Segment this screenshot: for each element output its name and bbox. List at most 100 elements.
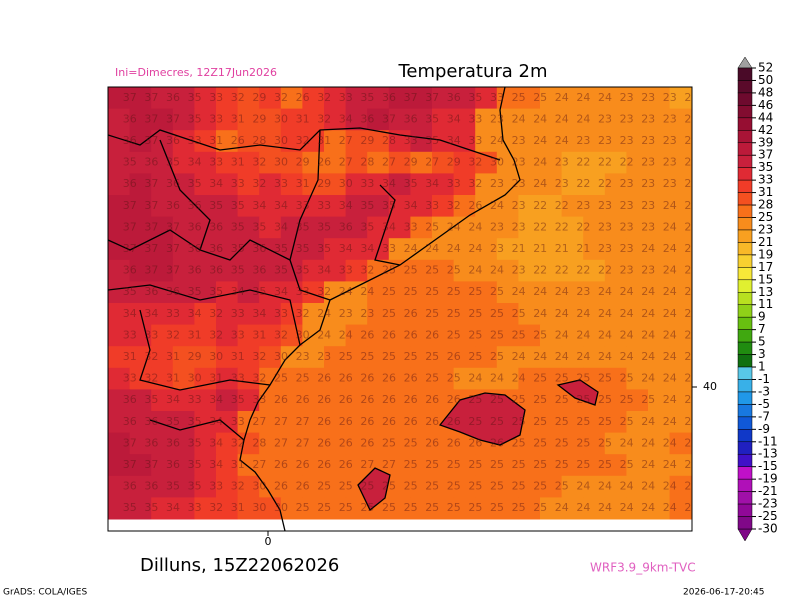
- colorbar-swatch: [737, 279, 753, 293]
- field-cell: [194, 238, 217, 261]
- lon-tick-label: 0: [265, 535, 272, 548]
- field-cell: [151, 411, 174, 434]
- field-cell: [151, 303, 174, 326]
- field-cell: [237, 432, 260, 455]
- field-value: 29: [447, 156, 461, 169]
- field-cell: [345, 195, 368, 218]
- field-value: 24: [641, 285, 655, 298]
- field-cell: [108, 173, 131, 196]
- field-value: 26: [382, 372, 396, 385]
- field-value: 32: [231, 91, 245, 104]
- field-cell: [280, 303, 303, 326]
- field-cell: [540, 281, 563, 304]
- field-cell: [583, 130, 606, 153]
- field-cell: [410, 216, 433, 239]
- colorbar-swatch: [737, 329, 753, 343]
- field-cell: [648, 195, 671, 218]
- field-value: 33: [296, 285, 310, 298]
- field-cell: [345, 108, 368, 131]
- field-value: 33: [468, 112, 482, 125]
- field-value: 30: [252, 480, 266, 493]
- field-cell: [518, 454, 541, 477]
- field-value: 25: [555, 480, 569, 493]
- field-cell: [388, 216, 411, 239]
- field-value: 37: [166, 242, 180, 255]
- colorbar-label: 48: [758, 85, 773, 99]
- field-cell: [151, 432, 174, 455]
- field-value: 25: [468, 415, 482, 428]
- field-cell: [496, 151, 519, 174]
- field-value: 31: [166, 350, 180, 363]
- field-value: 26: [360, 415, 374, 428]
- field-value: 32: [252, 372, 266, 385]
- field-cell: [367, 411, 390, 434]
- colorbar-swatch: [737, 204, 753, 218]
- field-cell: [496, 324, 519, 347]
- init-label: Ini=Dimecres, 12Z17Jun2026: [115, 66, 277, 79]
- field-cell: [216, 324, 239, 347]
- colorbar-swatch: [737, 80, 753, 94]
- field-value: 24: [598, 307, 612, 320]
- field-cell: [388, 454, 411, 477]
- field-value: 28: [252, 436, 266, 449]
- colorbar-label: 7: [758, 322, 766, 336]
- field-value: 36: [166, 177, 180, 190]
- field-value: 25: [576, 415, 590, 428]
- field-cell: [129, 195, 152, 218]
- colorbar-swatch: [737, 491, 753, 505]
- field-value: 37: [144, 177, 158, 190]
- field-cell: [172, 303, 195, 326]
- colorbar-label: 15: [758, 272, 773, 286]
- field-cell: [324, 195, 347, 218]
- field-cell: [108, 389, 131, 412]
- field-cell: [172, 475, 195, 498]
- colorbar-label: 31: [758, 185, 773, 199]
- field-value: 24: [533, 285, 547, 298]
- field-cell: [129, 151, 152, 174]
- field-value: 33: [166, 307, 180, 320]
- field-value: 33: [231, 177, 245, 190]
- field-cell: [410, 173, 433, 196]
- field-value: 34: [188, 307, 202, 320]
- field-cell: [561, 87, 584, 110]
- colorbar-label: 52: [758, 61, 773, 75]
- field-cell: [453, 454, 476, 477]
- field-cell: [108, 432, 131, 455]
- field-cell: [626, 173, 649, 196]
- field-cell: [345, 151, 368, 174]
- field-value: 34: [339, 199, 353, 212]
- field-cell: [540, 130, 563, 153]
- field-value: 34: [317, 264, 331, 277]
- field-value: 24: [447, 220, 461, 233]
- field-value: 22: [576, 264, 590, 277]
- colorbar-swatch: [737, 416, 753, 430]
- field-cell: [432, 151, 455, 174]
- field-cell: [194, 497, 217, 520]
- field-cell: [324, 497, 347, 520]
- field-value: 34: [231, 285, 245, 298]
- field-value: 25: [512, 328, 526, 341]
- field-cell: [432, 475, 455, 498]
- field-cell: [259, 195, 282, 218]
- field-cell: [216, 497, 239, 520]
- field-value: 25: [598, 458, 612, 471]
- field-cell: [324, 108, 347, 131]
- field-value: 21: [555, 242, 569, 255]
- field-value: 34: [382, 220, 396, 233]
- field-cell: [475, 324, 498, 347]
- field-cell: [151, 497, 174, 520]
- coastline: [239, 87, 521, 531]
- field-cell: [540, 303, 563, 326]
- field-cell: [172, 108, 195, 131]
- field-cell: [345, 367, 368, 390]
- field-cell: [280, 130, 303, 153]
- field-cell: [626, 238, 649, 261]
- field-cell: [280, 432, 303, 455]
- footer-left: GrADS: COLA/IGES: [3, 588, 87, 598]
- field-cell: [583, 173, 606, 196]
- field-value: 35: [188, 458, 202, 471]
- field-cell: [237, 475, 260, 498]
- field-cell: [669, 497, 692, 520]
- field-value: 25: [447, 372, 461, 385]
- field-cell: [302, 281, 325, 304]
